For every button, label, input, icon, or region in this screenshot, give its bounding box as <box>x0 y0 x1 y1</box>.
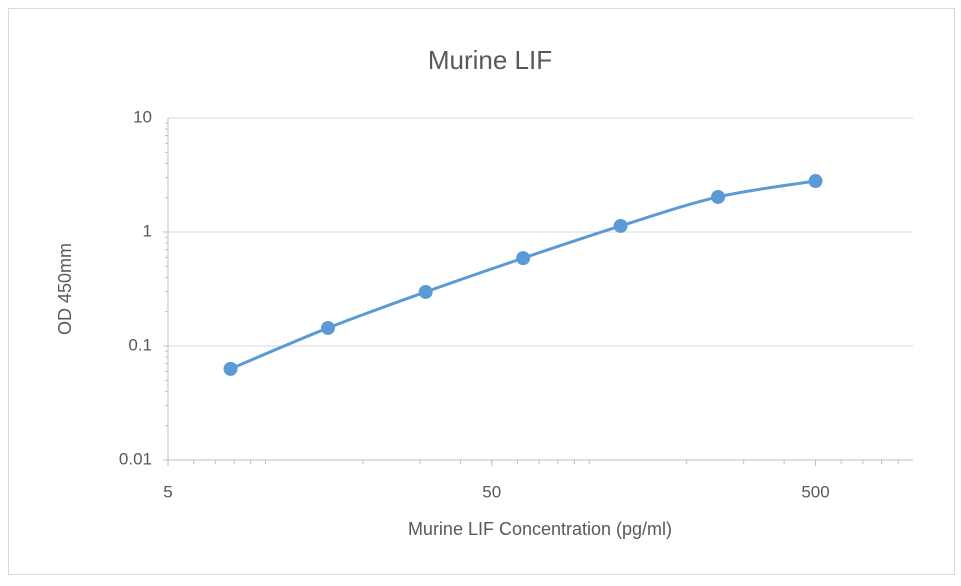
x-tick-label: 500 <box>801 482 829 501</box>
y-tick-label: 1 <box>143 221 152 240</box>
y-tick-label: 0.01 <box>119 449 152 468</box>
x-axis-label: Murine LIF Concentration (pg/ml) <box>408 519 672 539</box>
data-point <box>516 251 531 266</box>
y-axis-label: OD 450mm <box>55 243 75 335</box>
data-point <box>223 361 238 376</box>
x-tick-label: 5 <box>163 482 172 501</box>
chart-title: Murine LIF <box>428 45 552 75</box>
data-point <box>613 218 628 233</box>
x-tick-label: 50 <box>482 482 501 501</box>
data-point <box>320 320 335 335</box>
data-point <box>711 189 726 204</box>
y-tick-label: 10 <box>133 107 152 126</box>
data-point <box>808 174 823 189</box>
y-tick-label: 0.1 <box>128 335 152 354</box>
data-point <box>418 284 433 299</box>
